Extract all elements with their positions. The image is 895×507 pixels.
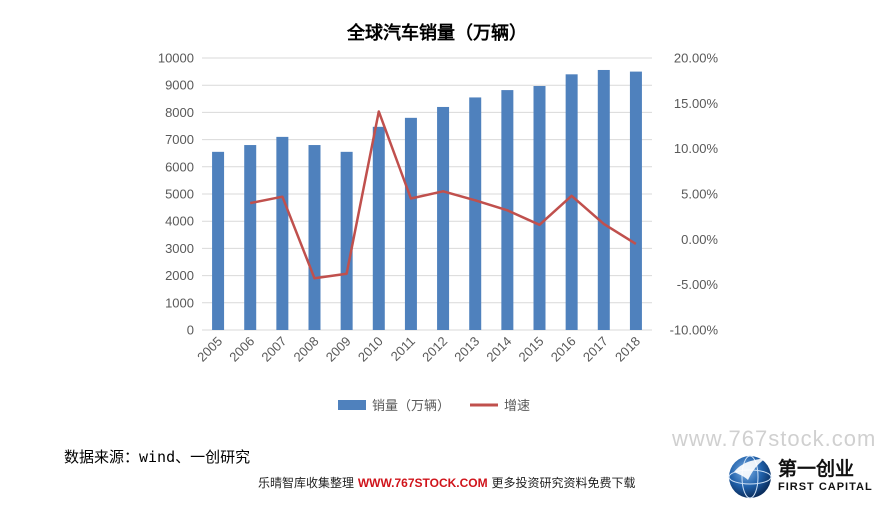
- logo-name-en: FIRST CAPITAL: [778, 481, 873, 493]
- x-tick-label-2010: 2010: [355, 334, 386, 365]
- chart-title: 全球汽车销量（万辆）: [346, 22, 527, 44]
- line-series: [249, 110, 637, 280]
- y-left-tick-label: 5000: [165, 187, 194, 202]
- y-left-tick-label: 2000: [165, 268, 194, 283]
- x-axis: 2005 2006 2007 2008 2009 2010 2011 2012 2013 2014…: [194, 334, 643, 365]
- y-left-tick-label: 1000: [165, 295, 194, 310]
- y-left-tick-label: 10000: [158, 51, 194, 66]
- company-logo: 第一创业 FIRST CAPITAL: [726, 452, 891, 502]
- legend-swatch-bar: [338, 400, 366, 410]
- x-tick-label-2012: 2012: [419, 334, 450, 365]
- bar-2011: [404, 117, 417, 330]
- y-left-tick-label: 8000: [165, 105, 194, 120]
- bar-2016: [565, 74, 578, 330]
- y-left-tick-label: 4000: [165, 214, 194, 229]
- bar-series: [212, 69, 642, 331]
- y-left-tick-label: 7000: [165, 132, 194, 147]
- watermark: www.767stock.com: [672, 426, 877, 451]
- bar-2013: [469, 97, 482, 330]
- x-tick-label-2013: 2013: [451, 334, 482, 365]
- bar-2007: [276, 136, 289, 330]
- y-right-tick-label: -5.00%: [677, 277, 719, 292]
- x-tick-label-2016: 2016: [548, 334, 579, 365]
- x-tick-label-2017: 2017: [580, 334, 611, 365]
- y-left-tick-label: 3000: [165, 241, 194, 256]
- chart: 全球汽车销量（万辆） 0 1000 2000 3000 4000 5000 6000 7000…: [158, 22, 719, 414]
- x-tick-label-2007: 2007: [258, 334, 289, 365]
- bar-2017: [597, 69, 610, 330]
- y-right-tick-label: 0.00%: [681, 232, 718, 247]
- legend-label-bar: 销量（万辆）: [372, 399, 450, 414]
- y-right-tick-label: -10.00%: [670, 323, 719, 338]
- x-tick-label-2014: 2014: [483, 334, 514, 365]
- legend-label-line: 增速: [504, 399, 530, 414]
- growth-line: [249, 110, 637, 280]
- logo-name-cn: 第一创业: [778, 458, 855, 480]
- x-tick-label-2015: 2015: [516, 334, 547, 365]
- y-axis-right: -10.00% -5.00% 0.00% 5.00% 10.00% 15.00% 20.00…: [670, 51, 719, 338]
- x-tick-label-2018: 2018: [612, 334, 643, 365]
- y-right-tick-label: 20.00%: [674, 51, 719, 66]
- footer-site-link[interactable]: WWW.767STOCK.COM: [357, 476, 488, 490]
- bar-2006: [244, 145, 257, 330]
- bar-2009: [340, 151, 353, 330]
- y-right-tick-label: 15.00%: [674, 96, 719, 111]
- x-tick-label-2005: 2005: [194, 334, 225, 365]
- source-note: 数据来源：wind、一创研究: [64, 448, 251, 466]
- y-axis-left: 0 1000 2000 3000 4000 5000 6000 7000 8000 9000 100…: [158, 51, 194, 338]
- y-left-tick-label: 0: [187, 323, 194, 338]
- x-tick-label-2006: 2006: [226, 334, 257, 365]
- legend: 销量（万辆） 增速: [338, 399, 530, 414]
- bar-2015: [533, 86, 546, 331]
- bar-2012: [437, 106, 450, 331]
- globe-eagle-icon: [728, 455, 772, 499]
- bar-2018: [629, 71, 642, 330]
- x-tick-label-2009: 2009: [323, 334, 354, 365]
- y-right-tick-label: 5.00%: [681, 187, 718, 202]
- y-left-tick-label: 6000: [165, 159, 194, 174]
- footer-line: 乐晴智库收集整理 WWW.767STOCK.COM 更多投资研究资料免费下载: [258, 474, 635, 491]
- bar-2010: [372, 126, 385, 330]
- x-tick-label-2011: 2011: [388, 334, 418, 364]
- footer-prefix: 乐晴智库收集整理: [258, 476, 355, 490]
- y-left-tick-label: 9000: [165, 78, 194, 93]
- bar-2008: [308, 145, 321, 330]
- x-tick-label-2008: 2008: [291, 334, 322, 365]
- bar-2005: [212, 151, 225, 330]
- footer-suffix: 更多投资研究资料免费下载: [491, 476, 636, 490]
- y-right-tick-label: 10.00%: [674, 141, 719, 156]
